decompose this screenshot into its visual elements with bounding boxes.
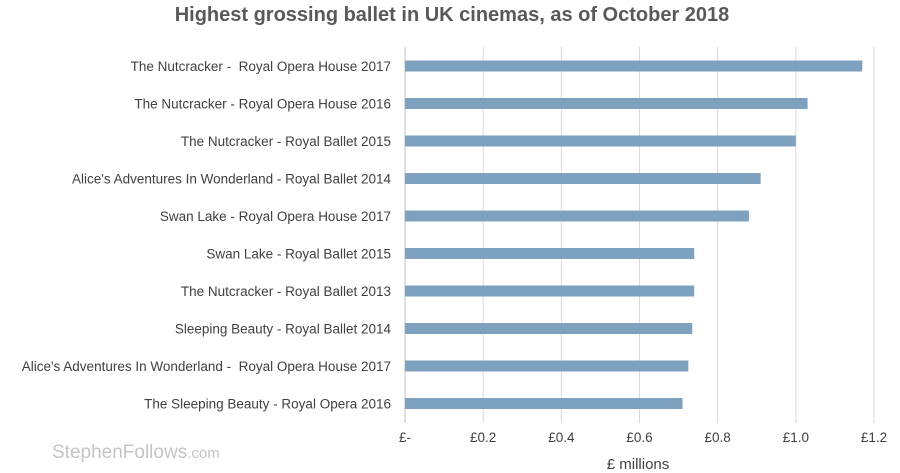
x-tick-label-5: £0.8	[705, 430, 731, 445]
category-label-3: The Nutcracker - Royal Ballet 2015	[181, 134, 391, 149]
chart-title: Highest grossing ballet in UK cinemas, a…	[175, 4, 730, 26]
category-label-1: The Nutcracker - Royal Opera House 2017	[131, 59, 391, 74]
x-tick-label-1: £-	[399, 430, 411, 445]
category-label-2: The Nutcracker - Royal Opera House 2016	[134, 97, 391, 112]
bar-10	[405, 398, 683, 409]
category-label-9: Alice's Adventures In Wonderland - Royal…	[22, 359, 391, 374]
x-axis-title: £ millions	[607, 456, 670, 473]
category-label-4: Alice's Adventures In Wonderland - Royal…	[72, 172, 392, 187]
category-label-8: Sleeping Beauty - Royal Ballet 2014	[175, 322, 392, 337]
watermark-main: StephenFollows	[52, 442, 187, 463]
x-tick-label-2: £0.2	[470, 430, 496, 445]
x-tick-label-4: £0.6	[626, 430, 652, 445]
category-label-6: Swan Lake - Royal Ballet 2015	[206, 247, 391, 262]
watermark: StephenFollows.com	[52, 442, 220, 463]
category-label-5: Swan Lake - Royal Opera House 2017	[160, 209, 391, 224]
x-tick-label-3: £0.4	[548, 430, 575, 445]
bar-1	[405, 60, 863, 72]
bar-4	[405, 173, 761, 184]
x-tick-label-6: £1.0	[783, 430, 809, 445]
category-label-10: The Sleeping Beauty - Royal Opera 2016	[144, 397, 391, 412]
bar-7	[405, 285, 695, 297]
bar-2	[405, 98, 808, 109]
category-labels: The Nutcracker - Royal Opera House 2017 T…	[22, 59, 392, 412]
x-tick-label-7: £1.2	[861, 430, 887, 445]
category-label-7: The Nutcracker - Royal Ballet 2013	[181, 284, 391, 299]
bar-5	[405, 210, 749, 222]
bar-3	[405, 135, 796, 147]
bar-9	[405, 360, 689, 372]
x-tick-labels: £- £0.2 £0.4 £0.6 £0.8 £1.0 £1.2	[399, 430, 887, 445]
bar-6	[405, 248, 695, 259]
watermark-suffix: .com	[187, 445, 220, 462]
bars	[405, 60, 863, 409]
bar-8	[405, 323, 693, 334]
gridlines	[404, 47, 875, 423]
